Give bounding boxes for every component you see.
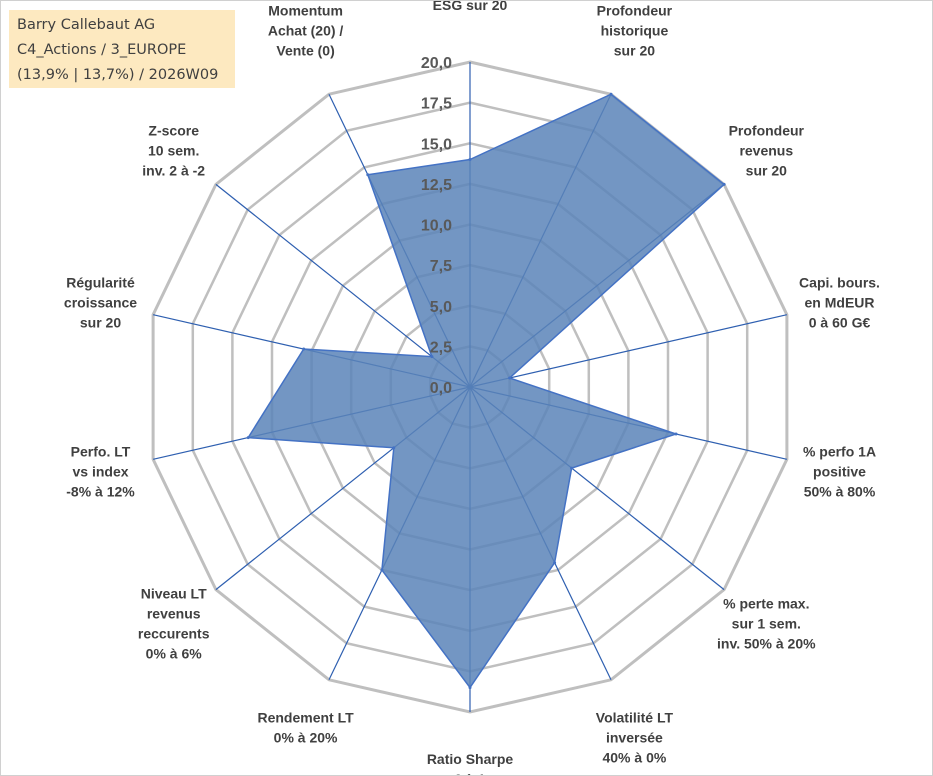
series-area: [246, 93, 726, 689]
tick-label: 7,5: [430, 258, 452, 275]
category-label: % perfo 1A positive 50% à 80%: [803, 443, 876, 499]
category-label-line: positive: [813, 463, 866, 479]
category-label-line: Perfo. LT: [71, 443, 131, 459]
title-line-returns: (13,9% | 13,7%) / 2026W09: [17, 67, 219, 83]
category-label-line: en MdEUR: [805, 295, 875, 311]
tick-label: 17,5: [421, 96, 452, 113]
tick-label: 2,5: [430, 339, 452, 356]
category-label-line: 0% à 6%: [146, 645, 203, 661]
category-label-line: sur 20: [746, 163, 787, 179]
category-label-line: -8% à 12%: [66, 483, 135, 499]
category-label-line: ESG sur 20: [433, 1, 508, 13]
category-label-line: % perte max.: [723, 595, 809, 611]
category-label-line: sur 20: [614, 43, 655, 59]
category-label: Capi. bours. en MdEUR 0 à 60 G€: [799, 275, 880, 331]
category-label: NoteESG sur 20: [433, 1, 508, 13]
category-label-line: revenus: [147, 605, 201, 621]
category-label-line: 50% à 80%: [804, 483, 876, 499]
category-label-line: inv. 2 à -2: [142, 163, 205, 179]
category-label-line: inversée: [606, 730, 663, 746]
category-label: Profondeur historique sur 20: [597, 3, 673, 59]
category-label-line: reccurents: [138, 625, 210, 641]
title-line-company: Barry Callebaut AG: [17, 17, 156, 33]
radial-tick-labels: 0,0 2,5 5,0 7,5 10,0 12,5 15,0 17,5 20,0: [421, 55, 452, 397]
category-label: Volatilité LT inversée 40% à 0%: [596, 710, 674, 766]
category-label-line: Rendement LT: [257, 710, 354, 726]
category-label-line: Volatilité LT: [596, 710, 674, 726]
category-labels: NoteESG sur 20 Profondeur historique sur 20…: [64, 1, 880, 775]
category-label-line: sur 20: [80, 315, 121, 331]
category-label-line: Profondeur: [597, 3, 673, 19]
category-label-line: Profondeur: [729, 123, 805, 139]
category-label-line: Achat (20) /: [268, 23, 344, 39]
category-label-line: Régularité: [66, 275, 135, 291]
data-point: [430, 355, 434, 359]
category-label: Régularité croissance sur 20: [64, 275, 137, 331]
data-point: [302, 347, 306, 351]
data-point: [674, 432, 678, 436]
category-label-line: inv. 50% à 20%: [717, 635, 816, 651]
category-label: Perfo. LT vs index -8% à 12%: [66, 443, 135, 499]
data-point: [246, 436, 250, 440]
category-label-line: sur 1 sem.: [732, 615, 801, 631]
chart-title-box: Barry Callebaut AG C4_Actions / 3_EUROPE…: [9, 10, 235, 88]
data-point: [468, 158, 472, 161]
data-point: [609, 92, 613, 96]
category-label-line: croissance: [64, 295, 137, 311]
category-label-line: 0 à 1: [454, 771, 485, 775]
category-label-line: 10 sem.: [148, 143, 199, 159]
category-label-line: Momentum: [268, 3, 343, 19]
title-line-category: C4_Actions / 3_EUROPE: [17, 42, 187, 58]
tick-label: 5,0: [430, 299, 452, 316]
category-label-line: 0 à 60 G€: [809, 315, 871, 331]
tick-label: 10,0: [421, 218, 452, 235]
data-point: [553, 561, 557, 565]
category-label-line: 0% à 20%: [274, 730, 338, 746]
data-point: [570, 466, 574, 470]
category-label-line: Niveau LT: [141, 585, 207, 601]
category-label: Niveau LT revenus reccurents 0% à 6%: [138, 585, 210, 661]
category-label: Profondeur revenus sur 20: [729, 123, 805, 179]
category-label-line: % perfo 1A: [803, 443, 876, 459]
tick-label: 12,5: [421, 177, 452, 194]
category-label-line: Vente (0): [276, 43, 334, 59]
data-point: [366, 173, 370, 177]
data-point: [722, 182, 726, 186]
tick-label: 20,0: [421, 55, 452, 72]
category-label-line: revenus: [739, 143, 793, 159]
axis-spoke: [469, 314, 788, 388]
category-label: Momentum Achat (20) / Vente (0): [268, 3, 344, 59]
category-label: Ratio Sharpe 0 à 1: [427, 751, 514, 775]
category-label-line: Z-score: [148, 123, 199, 139]
tick-label: 0,0: [430, 380, 452, 397]
category-label-line: vs index: [72, 463, 128, 479]
category-label-line: Capi. bours.: [799, 275, 880, 291]
category-label: Z-score 10 sem. inv. 2 à -2: [142, 123, 205, 179]
data-point: [392, 446, 396, 450]
category-label-line: 40% à 0%: [602, 750, 666, 766]
tick-label: 15,0: [421, 136, 452, 153]
data-point: [380, 568, 384, 572]
category-label: Rendement LT 0% à 20%: [257, 710, 354, 746]
category-label: % perte max. sur 1 sem. inv. 50% à 20%: [717, 595, 816, 651]
data-point: [508, 376, 512, 380]
axis-spoke: [215, 183, 471, 388]
category-label-line: Ratio Sharpe: [427, 751, 514, 767]
data-point: [468, 686, 472, 690]
radar-series: [246, 92, 726, 690]
category-label-line: historique: [601, 23, 669, 39]
